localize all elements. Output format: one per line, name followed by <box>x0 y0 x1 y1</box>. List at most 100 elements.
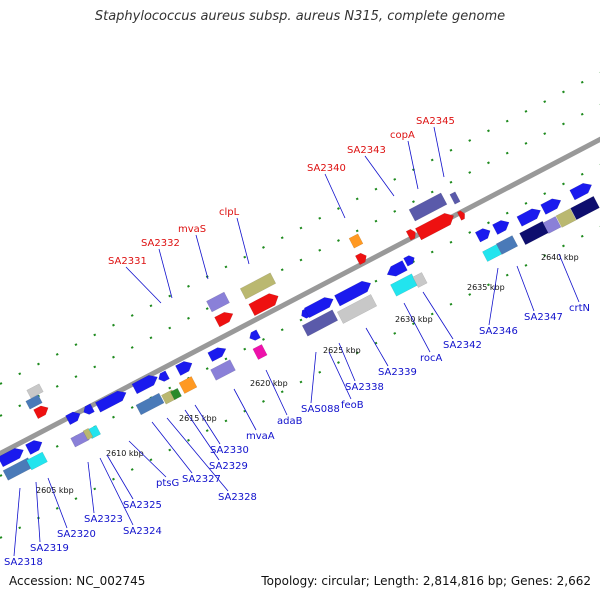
tick-dot-upper <box>580 112 584 116</box>
tick-dot-outer <box>337 207 340 210</box>
scale-tick-label: 2615 kbp <box>179 414 217 423</box>
tick-dot-inner <box>280 390 284 394</box>
leader-line <box>328 351 352 400</box>
tick-dot-inner <box>168 448 172 452</box>
scale-tick-label: 2640 kbp <box>541 253 579 262</box>
tick-dot-upper <box>430 190 434 194</box>
gene-label-blue: SA2319 <box>30 543 69 554</box>
gene-label-red: SA2345 <box>416 116 455 127</box>
tick-dot-lower <box>468 231 472 234</box>
tick-dot-upper <box>74 375 78 379</box>
gene-feature <box>405 228 416 241</box>
tick-dot-outer <box>262 246 265 249</box>
leader-line <box>166 417 229 492</box>
gene-feature <box>540 198 562 215</box>
tick-dot-outer <box>374 187 378 191</box>
gene-label-blue: rocA <box>420 353 443 364</box>
gene-feature <box>175 361 193 376</box>
tick-dot-upper <box>149 336 153 340</box>
gene-feature <box>403 255 415 267</box>
gene-feature <box>348 233 364 249</box>
gene-feature <box>301 309 339 337</box>
scale-tick-label: 2610 kbp <box>106 449 144 458</box>
tick-dot-outer <box>299 226 303 230</box>
tick-dot-upper <box>112 355 115 359</box>
tick-dot-lower <box>449 240 453 244</box>
gene-label-red: mvaS <box>178 224 206 235</box>
gene-feature <box>248 293 279 317</box>
tick-dot-inner <box>149 458 153 462</box>
map-title: Staphylococcus aureus subsp. aureus N315… <box>94 9 506 24</box>
leader-line <box>87 461 95 514</box>
tick-dot-lower <box>430 250 434 254</box>
tick-dot-inner <box>468 293 472 296</box>
tick-dot-upper <box>55 384 59 388</box>
tick-dot-inner <box>224 419 228 423</box>
gene-label-red: SA2340 <box>307 163 346 174</box>
tick-dot-outer <box>280 236 284 240</box>
tick-dot-outer <box>74 343 78 347</box>
tick-dot-upper <box>524 141 528 145</box>
tick-dot-outer <box>130 314 134 317</box>
leader-line <box>407 140 419 190</box>
gene-label-blue: SA2338 <box>345 382 384 393</box>
leader-line <box>516 265 535 312</box>
tick-dot-outer <box>468 139 472 142</box>
gene-feature <box>26 383 44 399</box>
leader-line <box>195 234 209 280</box>
gene-feature <box>492 220 510 235</box>
gene-feature <box>33 405 49 420</box>
gene-label-red: SA2343 <box>347 145 386 156</box>
tick-dot-upper <box>318 248 322 252</box>
tick-dot-outer <box>449 148 453 152</box>
leader-line <box>151 421 193 474</box>
tick-dot-outer <box>562 90 565 94</box>
tick-dot-outer <box>243 255 247 259</box>
gene-label-blue: SA2325 <box>123 500 162 511</box>
tick-dot-lower <box>562 182 565 186</box>
leader-line <box>194 404 221 445</box>
tick-dot-outer <box>487 129 490 133</box>
tick-dot-outer <box>149 304 153 308</box>
tick-dot-lower <box>224 357 228 361</box>
gene-feature <box>135 392 165 416</box>
gene-feature <box>334 280 372 307</box>
tick-dot-upper <box>93 365 97 369</box>
gene-feature <box>303 297 334 319</box>
gene-feature <box>207 347 227 362</box>
leader-line <box>184 409 220 461</box>
tick-dot-lower <box>262 338 265 341</box>
gene-label-blue: ptsG <box>156 478 179 489</box>
tick-dot-lower <box>168 386 172 390</box>
tick-dot-inner <box>0 536 3 539</box>
gene-feature <box>414 212 455 241</box>
gene-feature <box>0 448 24 468</box>
tick-dot-inner <box>524 263 528 267</box>
tick-dot-upper <box>543 132 547 136</box>
gene-feature <box>214 311 234 328</box>
tick-dot-upper <box>187 316 190 320</box>
tick-dot-outer <box>580 80 584 84</box>
tick-dot-outer <box>318 216 322 220</box>
tick-dot-outer <box>393 178 397 181</box>
tick-dot-inner <box>262 400 265 403</box>
gene-feature <box>26 451 48 471</box>
leader-line <box>128 440 167 478</box>
gene-label-blue: SA2330 <box>210 445 249 456</box>
tick-dot-lower <box>487 221 490 225</box>
tick-dot-upper <box>562 122 565 126</box>
leader-line <box>433 126 445 178</box>
tick-dot-lower <box>130 406 134 409</box>
gene-label-blue: SA2342 <box>443 340 482 351</box>
tick-dot-inner <box>299 380 303 384</box>
tick-dot-outer <box>355 197 359 201</box>
tick-dot-lower <box>55 444 59 448</box>
gene-feature <box>94 390 127 413</box>
gene-label-blue: SA2329 <box>209 461 248 472</box>
gene-feature <box>542 216 562 234</box>
gene-label-red: SA2331 <box>108 256 147 267</box>
tick-dot-lower <box>299 318 303 322</box>
tick-dot-lower <box>205 367 209 370</box>
gene-label-blue: SA2347 <box>524 312 563 323</box>
